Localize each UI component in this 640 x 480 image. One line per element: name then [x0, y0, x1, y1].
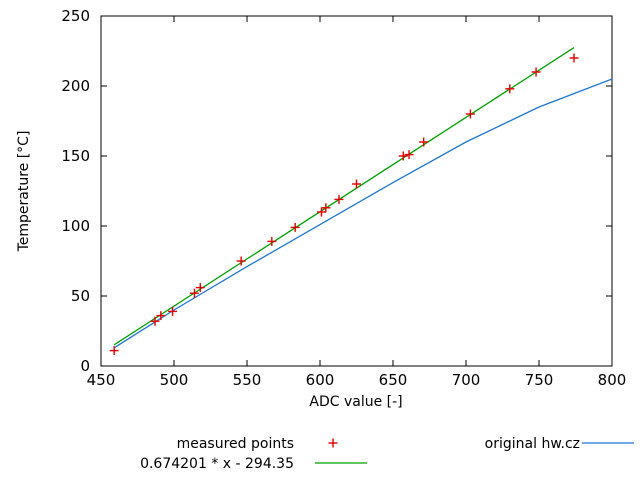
y-tick-label: 200: [61, 77, 90, 95]
data-point-plus-marker: [404, 150, 414, 160]
x-tick-label: 700: [452, 371, 481, 389]
data-point-plus-marker: [465, 109, 475, 119]
data-point-plus-marker: [419, 137, 429, 147]
x-axis-title: ADC value [-]: [309, 394, 402, 410]
x-tick-label: 800: [598, 371, 627, 389]
data-point-plus-marker: [236, 256, 246, 266]
data-point-plus-marker: [321, 203, 331, 213]
x-tick-label: 600: [306, 371, 335, 389]
legend-label: original hw.cz: [485, 436, 580, 452]
y-tick-label: 150: [61, 147, 90, 165]
data-point-plus-marker: [290, 222, 300, 232]
series-fit-line: [113, 46, 575, 346]
data-point-plus-marker: [189, 288, 199, 298]
data-point-plus-marker: [505, 84, 515, 94]
y-tick-label: 50: [71, 287, 90, 305]
original-hw-cz-line: [113, 78, 613, 349]
data-point-plus-marker: [531, 67, 541, 77]
data-point-plus-marker: [267, 236, 277, 246]
data-point-plus-marker: [398, 151, 408, 161]
data-point-plus-marker: [352, 179, 361, 189]
y-tick-label: 250: [61, 7, 90, 25]
data-point-plus-marker: [168, 306, 178, 316]
series-measured-points: [109, 53, 579, 356]
data-point-plus-marker: [316, 207, 326, 217]
y-tick-label: 100: [61, 217, 90, 235]
plot-frame: [100, 15, 613, 367]
x-tick-label: 650: [379, 371, 408, 389]
y-tick-label: 0: [80, 357, 90, 375]
x-tick-label: 450: [87, 371, 116, 389]
legend-label: 0.674201 * x - 294.35: [140, 456, 294, 472]
y-axis-title: Temperature [°C]: [16, 131, 32, 253]
x-axis-ticks: 450 500 550 600 650 700 750 800: [87, 16, 627, 389]
x-tick-label: 500: [160, 371, 189, 389]
legend: measured points 0.674201 * x - 294.35 orig…: [140, 436, 634, 472]
data-point-plus-marker: [195, 283, 205, 293]
data-point-plus-marker: [150, 316, 160, 326]
x-tick-label: 750: [525, 371, 554, 389]
series-original-hw-cz: [113, 78, 613, 349]
fit-line: [113, 46, 575, 346]
data-point-plus-marker: [328, 438, 338, 448]
x-tick-label: 550: [233, 371, 262, 389]
data-point-plus-marker: [109, 346, 119, 356]
legend-label: measured points: [177, 436, 294, 452]
y-axis-ticks: 0 50 100 150 200 250: [61, 7, 612, 375]
data-point-plus-marker: [156, 311, 166, 321]
data-point-plus-marker: [569, 53, 579, 63]
data-point-plus-marker: [334, 194, 344, 204]
